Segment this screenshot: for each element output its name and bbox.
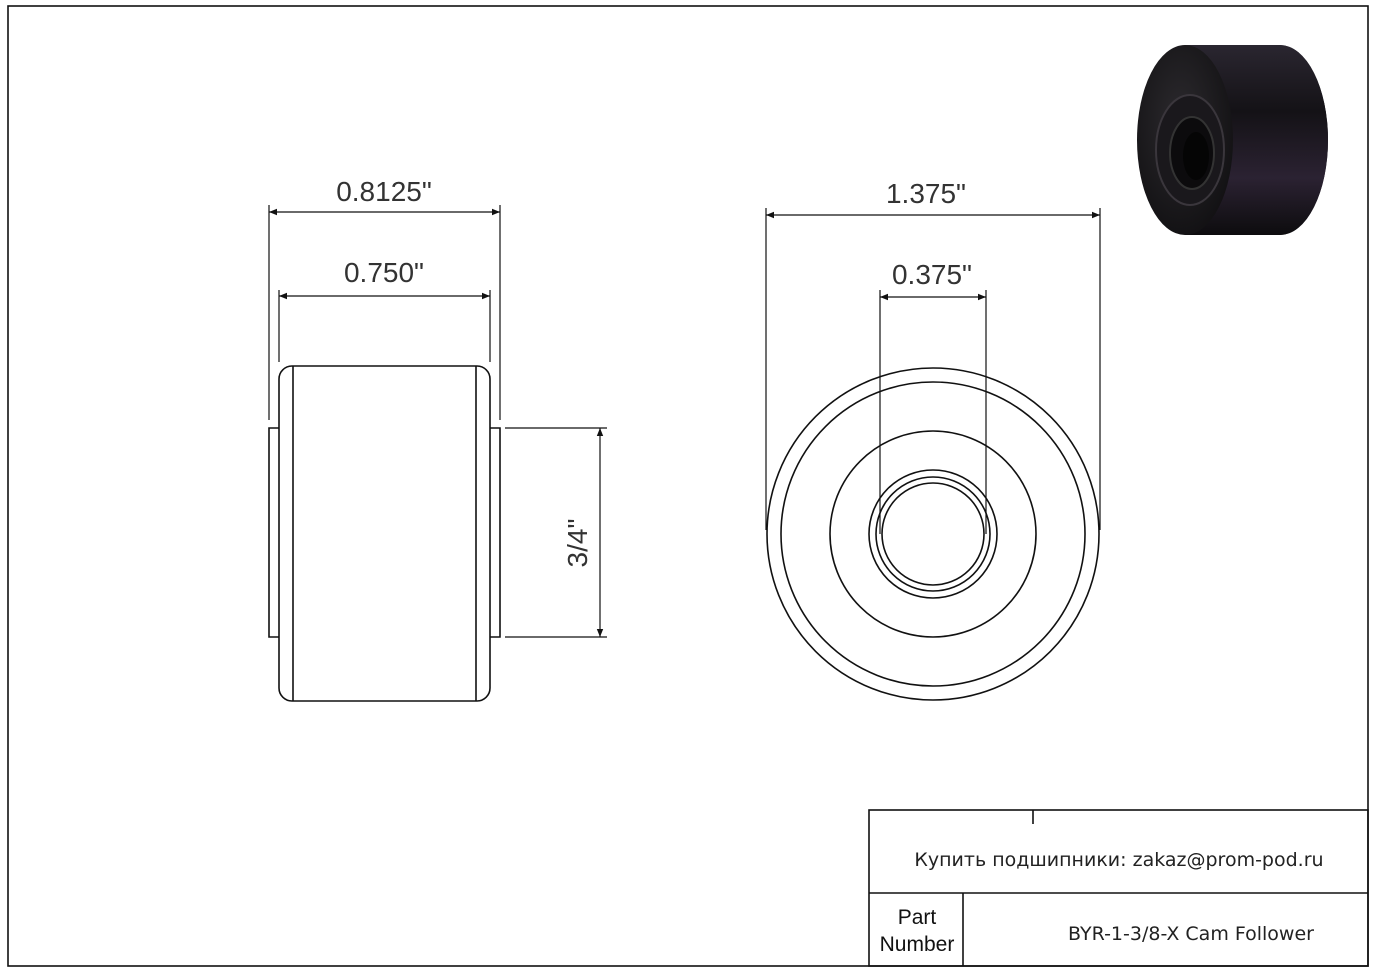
contact-text: Купить подшипники: zakaz@prom-pod.ru — [914, 849, 1323, 871]
title-block: Купить подшипники: zakaz@prom-pod.ru Par… — [868, 809, 1369, 967]
dim-outer-diameter: 1.375" — [886, 178, 966, 209]
part-number-value: BYR-1-3/8-X Cam Follower — [1068, 923, 1314, 945]
side-view: 0.8125" 0.750" 3/4" — [268, 176, 607, 702]
hub-left — [268, 427, 279, 638]
part-number-label-2: Number — [880, 933, 955, 956]
roller-body — [278, 365, 491, 702]
3d-render — [1137, 45, 1328, 235]
drawing-border — [7, 5, 1369, 967]
front-view: 1.375" 0.375" — [765, 178, 1101, 701]
dim-roller-width: 0.750" — [344, 257, 424, 288]
bore-circle — [881, 482, 985, 586]
part-number-label: Part — [898, 906, 937, 929]
outer-circle — [766, 367, 1100, 701]
dim-overall-width: 0.8125" — [336, 176, 432, 207]
dim-stud-diameter: 3/4" — [562, 519, 593, 568]
dim-bore-diameter: 0.375" — [892, 259, 972, 290]
hub-right — [490, 427, 501, 638]
